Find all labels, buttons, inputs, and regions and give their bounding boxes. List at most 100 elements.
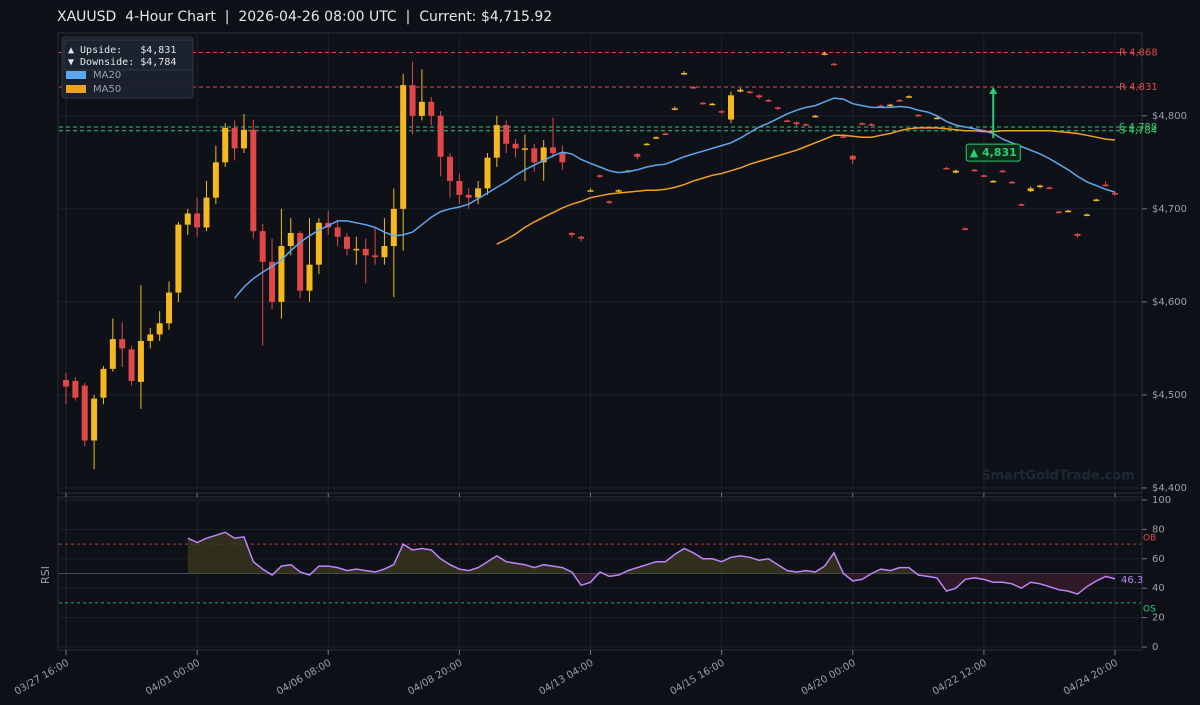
candle-body xyxy=(765,99,772,102)
candle-body xyxy=(1055,211,1062,214)
candle-body xyxy=(437,115,444,157)
watermark: SmartGoldTrade.com xyxy=(981,469,1135,484)
candle-body xyxy=(934,117,941,120)
candle-body xyxy=(381,246,388,258)
candle-body xyxy=(868,124,875,126)
candle-body xyxy=(887,104,894,107)
candle-body xyxy=(493,125,500,158)
y-tick-label: 100 xyxy=(1152,495,1171,506)
candle-body xyxy=(709,103,716,106)
ma-line xyxy=(234,97,1116,299)
candle-body xyxy=(812,115,819,118)
candle-body xyxy=(1037,185,1044,188)
candle-body xyxy=(269,261,276,302)
annotation-text: ▲ 4,831 xyxy=(970,146,1017,159)
candle-body xyxy=(681,73,688,75)
legend-label: MA50 xyxy=(93,84,121,95)
candle-body xyxy=(634,153,641,157)
candle-body xyxy=(475,188,482,198)
candle-body xyxy=(859,123,866,125)
candle-body xyxy=(372,255,379,258)
y-tick-label: 20 xyxy=(1152,613,1165,624)
candle-body xyxy=(137,340,144,382)
candle-body xyxy=(156,323,163,335)
candle-body xyxy=(400,85,407,209)
candle-body xyxy=(119,339,126,349)
legend-note-box xyxy=(63,39,194,71)
candle-body xyxy=(802,124,809,126)
candle-body xyxy=(212,162,219,198)
candle-body xyxy=(821,53,828,55)
candle-body xyxy=(100,368,107,398)
candle-body xyxy=(353,248,360,251)
candle-body xyxy=(362,248,369,256)
candle-body xyxy=(175,224,182,293)
candle-body xyxy=(128,349,135,381)
annotation-arrowhead xyxy=(989,86,998,94)
candle-body xyxy=(578,236,585,239)
level-label: R 4,868 xyxy=(1119,48,1158,59)
candle-body xyxy=(1112,193,1118,195)
candle-body xyxy=(222,127,229,163)
candle-body xyxy=(194,213,201,228)
candle-body xyxy=(240,129,247,149)
candle-body xyxy=(737,89,744,92)
candle-body xyxy=(999,170,1006,173)
candle-body xyxy=(962,228,969,230)
candle-body xyxy=(278,246,285,302)
candle-body xyxy=(1046,187,1053,189)
candle-body xyxy=(306,264,313,291)
candle-body xyxy=(287,233,294,247)
candle-body xyxy=(1065,210,1072,213)
candle-body xyxy=(896,99,903,102)
rsi-fill xyxy=(187,573,1115,595)
legend-swatch xyxy=(66,71,86,79)
candle-body xyxy=(671,108,678,110)
candle-body xyxy=(447,156,454,181)
candle-body xyxy=(540,147,547,163)
candle-body xyxy=(615,190,622,192)
candle-body xyxy=(774,107,781,109)
rsi-line xyxy=(187,531,1116,595)
candle-body xyxy=(690,86,697,89)
candle-body xyxy=(259,231,266,262)
y-tick-label: $4,700 xyxy=(1152,204,1187,215)
candle-body xyxy=(699,102,706,105)
candle-body xyxy=(718,111,725,113)
candle-body xyxy=(915,114,922,117)
candle-body xyxy=(559,153,566,163)
ma-line xyxy=(496,127,1116,245)
candle-body xyxy=(877,105,884,108)
candle-body xyxy=(147,334,154,341)
candle-body xyxy=(784,120,791,122)
candle-body xyxy=(1018,204,1025,206)
candle-body xyxy=(727,95,734,120)
legend-note: ▲ Upside: $4,831 xyxy=(68,45,176,56)
candle-body xyxy=(250,129,257,232)
candle-body xyxy=(831,63,838,66)
candle-body xyxy=(952,170,959,173)
candle-body xyxy=(512,143,519,149)
candle-body xyxy=(587,190,594,192)
rsi-level-label: OB xyxy=(1143,534,1156,544)
candle-body xyxy=(81,385,88,441)
level-label: R 4,831 xyxy=(1119,82,1158,93)
y-tick-label: 40 xyxy=(1152,583,1165,594)
candle-body xyxy=(315,222,322,265)
candle-body xyxy=(606,201,613,203)
candle-body xyxy=(1093,199,1100,202)
rsi-fill xyxy=(187,532,1115,574)
legend-note: ▼ Downside: $4,784 xyxy=(68,57,176,68)
candle-body xyxy=(1008,181,1015,184)
candle-body xyxy=(849,155,856,160)
y-tick-label: $4,800 xyxy=(1152,111,1187,122)
candle-body xyxy=(109,339,116,369)
candle-body xyxy=(503,125,510,144)
candle-body xyxy=(334,227,341,237)
candle-body xyxy=(943,167,950,170)
candle-body xyxy=(550,147,557,154)
candle-body xyxy=(662,133,669,135)
candle-body xyxy=(521,148,528,150)
candle-body xyxy=(971,169,978,172)
